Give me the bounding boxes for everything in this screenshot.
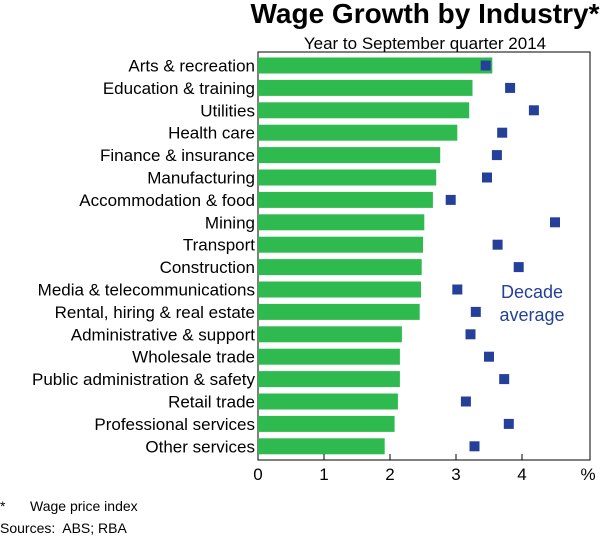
bar (258, 236, 423, 253)
bar (258, 191, 433, 208)
bar (258, 326, 402, 343)
decade-average-marker (528, 105, 539, 116)
category-label: Other services (145, 437, 255, 456)
decade-average-marker (445, 194, 456, 205)
x-tick-label: 0 (253, 465, 262, 484)
category-label: Manufacturing (147, 169, 255, 188)
sources-text: Sources: ABS; RBA (0, 520, 127, 536)
footnote-text: Wage price index (30, 498, 138, 514)
category-label: Accommodation & food (79, 191, 255, 210)
bar (258, 79, 473, 96)
category-labels: Arts & recreation Education & training Uti… (32, 57, 255, 457)
category-label: Professional services (94, 415, 255, 434)
chart-subtitle: Year to September quarter 2014 (304, 34, 546, 53)
footnote-marker: * (0, 498, 6, 514)
category-label: Media & telecommunications (38, 281, 255, 300)
bar (258, 303, 420, 320)
bar (258, 438, 385, 455)
bar (258, 393, 398, 410)
decade-average-marker (503, 418, 514, 429)
decade-average-marker (482, 172, 492, 183)
category-label: Education & training (103, 79, 255, 98)
bar (258, 348, 400, 365)
category-label: Health care (168, 124, 255, 143)
x-axis: 0 1 2 3 4% (253, 454, 596, 484)
x-tick-label: 2 (385, 465, 394, 484)
bars-layer (258, 57, 493, 455)
chart-title: Wage Growth by Industry* (251, 0, 600, 29)
decade-average-marker (491, 150, 502, 161)
bar (258, 169, 437, 186)
bar (258, 124, 458, 141)
category-label: Public administration & safety (32, 370, 255, 389)
legend-label-line-2: average (499, 305, 564, 325)
decade-average-marker (499, 374, 510, 385)
bar (258, 371, 400, 388)
decade-average-marker (497, 127, 508, 138)
x-tick-label: 1 (319, 465, 328, 484)
bar (258, 147, 441, 164)
plot-area-frame (257, 51, 591, 461)
decade-average-marker (513, 262, 524, 273)
category-label: Transport (183, 236, 255, 255)
decade-average-marker (452, 284, 463, 295)
legend-label-line-1: Decade (501, 282, 563, 302)
decade-average-marker (550, 217, 560, 228)
decade-average-marker (465, 329, 476, 340)
bar (258, 415, 395, 432)
decade-average-marker (505, 82, 516, 93)
bar (258, 102, 470, 119)
decade-average-marker (469, 441, 480, 452)
bar (258, 259, 422, 276)
decade-average-marker (484, 351, 494, 362)
x-tick-label: 4 (517, 465, 526, 484)
category-label: Arts & recreation (128, 57, 255, 76)
decade-average-marker (480, 60, 491, 71)
markers-layer (445, 60, 560, 452)
category-label: Mining (205, 213, 255, 232)
category-label: Administrative & support (71, 325, 256, 344)
x-tick-label: 3 (451, 465, 460, 484)
category-label: Construction (160, 258, 255, 277)
category-label: Rental, hiring & real estate (55, 303, 255, 322)
category-label: Retail trade (168, 393, 255, 412)
x-axis-unit: % (580, 465, 595, 484)
bar (258, 57, 493, 74)
decade-average-marker (470, 306, 481, 317)
bar (258, 281, 421, 298)
category-label: Finance & insurance (100, 146, 255, 165)
decade-average-marker (460, 396, 471, 407)
category-label: Wholesale trade (132, 348, 255, 367)
bar (258, 214, 425, 231)
category-label: Utilities (200, 101, 255, 120)
decade-average-marker (492, 239, 503, 250)
